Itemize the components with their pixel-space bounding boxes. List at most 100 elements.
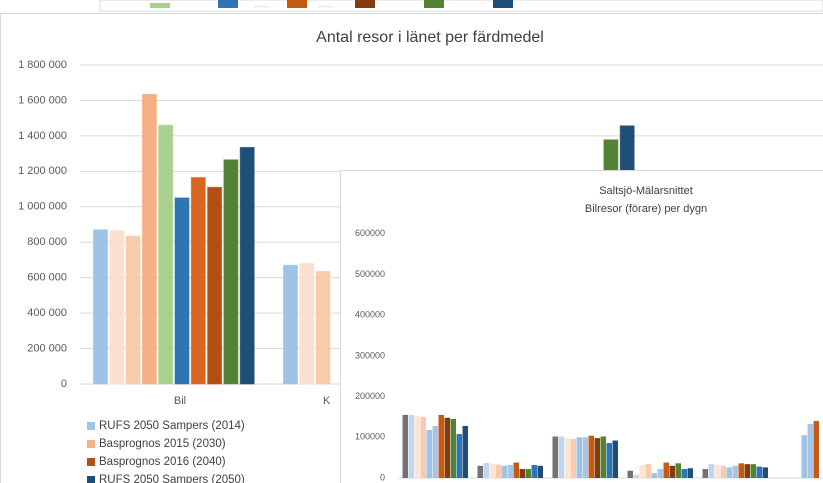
bar xyxy=(807,423,813,478)
y-tick-label: 1 400 000 xyxy=(18,130,67,142)
bar xyxy=(627,470,633,478)
legend-label: RUFS 2050 Sampers (2014) xyxy=(99,420,245,432)
bar xyxy=(477,465,483,478)
bar xyxy=(125,235,141,385)
y-tick-label: 1 200 000 xyxy=(18,165,67,177)
bar xyxy=(525,469,531,478)
bar xyxy=(299,262,315,385)
y-tick-label: 0 xyxy=(380,472,385,482)
overlay-title: Saltsjö-Mälarsnittet xyxy=(599,185,693,197)
bar xyxy=(239,146,255,385)
y-tick-label: 1 800 000 xyxy=(18,59,67,71)
bar xyxy=(669,465,675,478)
legend-swatch xyxy=(87,422,95,430)
legend-swatch xyxy=(87,476,95,483)
bar xyxy=(558,436,564,478)
bar xyxy=(726,467,732,478)
bar xyxy=(513,462,519,478)
bar xyxy=(762,467,768,478)
y-tick-label: 800 000 xyxy=(27,236,67,248)
bar xyxy=(158,124,174,385)
bar xyxy=(426,429,432,478)
bar xyxy=(750,464,756,478)
bar xyxy=(552,436,558,478)
bar xyxy=(594,438,600,478)
bar xyxy=(402,414,408,478)
y-tick-label: 500000 xyxy=(355,269,385,279)
bar xyxy=(495,464,501,478)
x-tick-label: K xyxy=(323,395,331,407)
x-tick-label: Bil xyxy=(174,395,186,407)
bar xyxy=(756,466,762,478)
y-tick-label: 400000 xyxy=(355,310,385,320)
bar xyxy=(489,463,495,478)
bar xyxy=(588,435,594,478)
bar xyxy=(813,421,819,478)
y-tick-label: 1 000 000 xyxy=(18,201,67,213)
bar xyxy=(501,465,507,478)
bar xyxy=(408,414,414,478)
bar xyxy=(714,464,720,478)
bar xyxy=(570,438,576,478)
bar xyxy=(600,436,606,478)
bar xyxy=(537,465,543,478)
bar xyxy=(223,159,239,385)
bar xyxy=(420,416,426,478)
bar xyxy=(681,469,687,478)
background-legend-fragment xyxy=(99,0,823,12)
bar xyxy=(801,435,807,478)
bar xyxy=(456,434,462,478)
legend-swatch xyxy=(87,440,95,448)
bar xyxy=(174,197,190,385)
bar xyxy=(283,264,298,385)
bar xyxy=(444,417,450,478)
bar xyxy=(687,468,693,478)
bar xyxy=(720,465,726,478)
y-tick-label: 600000 xyxy=(355,228,385,238)
y-tick-label: 300000 xyxy=(355,350,385,360)
bar xyxy=(732,465,738,478)
y-tick-label: 200000 xyxy=(355,391,385,401)
bar xyxy=(315,270,331,385)
bar xyxy=(675,463,681,478)
bar xyxy=(432,425,438,478)
bar xyxy=(708,464,714,478)
bar xyxy=(450,418,456,478)
bar xyxy=(663,462,669,478)
bar xyxy=(531,464,537,478)
bar xyxy=(645,464,651,478)
bar xyxy=(438,414,444,478)
bar xyxy=(462,425,468,478)
y-tick-label: 1 600 000 xyxy=(18,94,67,106)
bar xyxy=(657,469,663,478)
overlay-chart: 0 100000 200000 300000 400000 500000 600000 xyxy=(355,228,823,482)
bar xyxy=(507,464,513,478)
y-tick-label: 0 xyxy=(61,378,67,390)
bar xyxy=(633,474,639,478)
bar xyxy=(207,186,223,385)
bar xyxy=(576,437,582,478)
bar xyxy=(414,416,420,478)
bar xyxy=(582,437,588,478)
y-tick-label: 400 000 xyxy=(27,307,67,319)
chart-title: Antal resor i länet per färdmedel xyxy=(316,29,544,46)
bar xyxy=(744,464,750,478)
bar xyxy=(612,440,618,478)
bar xyxy=(651,473,657,478)
bar xyxy=(564,438,570,478)
legend-label: Basprognos 2015 (2030) xyxy=(99,438,226,450)
bar xyxy=(606,442,612,478)
bar xyxy=(519,469,525,478)
bar xyxy=(738,463,744,478)
y-tick-label: 600 000 xyxy=(27,272,67,284)
bar xyxy=(190,177,206,385)
y-tick-label: 100000 xyxy=(355,432,385,442)
y-tick-label: 200 000 xyxy=(27,342,67,354)
bar xyxy=(93,229,108,385)
legend-label: RUFS 2050 Sampers (2050) xyxy=(99,474,245,483)
bar xyxy=(483,462,489,478)
bar xyxy=(702,469,708,478)
legend-swatch xyxy=(87,458,95,466)
bar xyxy=(639,464,645,478)
